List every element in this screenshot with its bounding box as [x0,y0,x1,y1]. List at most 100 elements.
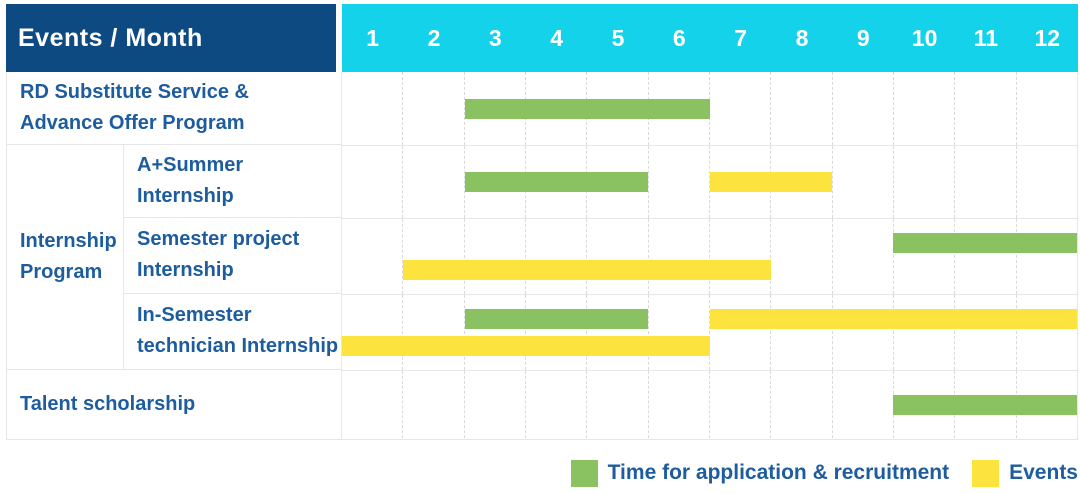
month-cell [402,295,463,370]
month-header-6: 6 [672,24,686,51]
month-cell [647,219,709,294]
month-cell [708,295,770,370]
application-color-swatch [570,459,598,487]
month-header-5: 5 [611,24,625,51]
month-header-12: 12 [1034,24,1061,51]
month-cell [342,219,402,294]
sub-label-column: A+Summer Internship Semester project Int… [124,145,341,369]
month-header-1: 1 [366,24,380,51]
month-header-9: 9 [856,24,870,51]
legend-label-events: Events [1009,461,1078,484]
events-month-header-cell: Events / Month [6,4,336,72]
events-color-swatch [972,459,1000,487]
month-header-2: 2 [427,24,441,51]
header-divider-gap [336,4,342,72]
month-cell [463,219,525,294]
label-column: RD Substitute Service & Advance Offer Pr… [7,72,341,439]
row-label-line: A+Summer [137,153,244,176]
row-label-line: RD Substitute Service & [20,80,249,103]
event-bar [709,172,832,192]
row-label-in-semester-technician: In-Semester technician Internship [124,294,341,369]
month-cell [770,371,831,438]
row-label-line: Semester project [137,228,300,250]
month-cell [1015,146,1077,218]
month-cell [342,371,402,438]
month-cell [831,146,893,218]
month-cell [524,371,586,438]
gantt-grid [341,72,1077,439]
month-cell [1015,72,1077,145]
month-cell [647,295,709,370]
month-cell [342,295,402,370]
month-cell [402,146,463,218]
month-header-10: 10 [911,24,938,51]
gantt-row [342,370,1077,438]
row-label-line: In-Semester [137,304,252,326]
event-bar [342,336,710,356]
event-bar [709,309,1077,329]
gantt-table: Events / Month 1 2 3 4 5 6 7 8 9 10 11 12 RD Substi… [6,4,1078,440]
month-cell [892,295,954,370]
application-bar [464,98,710,119]
month-cell [524,295,586,370]
row-label-rd-substitute: RD Substitute Service & Advance Offer Pr… [7,72,341,145]
row-label-line: technician Internship [137,335,339,357]
month-cell [463,295,525,370]
gantt-row [342,145,1077,218]
month-header-7: 7 [734,24,748,51]
legend-label-application: Time for application & recruitment [607,461,950,484]
month-header-11: 11 [973,24,999,51]
gantt-row [342,72,1077,145]
month-cell [954,72,1015,145]
legend: Time for application & recruitment Event… [570,458,1078,488]
internship-program-band: Internship Program A+Summer Internship S… [7,144,341,370]
month-cell [954,146,1015,218]
table-header-row: Events / Month 1 2 3 4 5 6 7 8 9 10 11 12 [6,4,1078,72]
legend-item-events: Events [972,459,1078,487]
row-label-line: Advance Offer Program [20,111,245,134]
month-cell [586,371,647,438]
month-cell [647,371,709,438]
application-bar [893,394,1077,415]
month-cell [1015,219,1077,294]
month-cell [831,371,893,438]
month-cell [892,146,954,218]
month-cell [831,295,893,370]
month-cell [831,72,893,145]
month-cell [708,146,770,218]
event-bar [403,260,771,280]
row-label-line: Internship [137,184,234,207]
row-label-talent-scholarship: Talent scholarship [7,370,341,440]
application-bar [464,172,649,192]
legend-item-application: Time for application & recruitment [570,459,950,487]
month-cell [463,371,525,438]
month-cell [402,371,463,438]
row-label-a-plus-summer: A+Summer Internship [124,145,341,218]
month-cell [1015,295,1077,370]
row-label-line: Internship [137,259,234,281]
application-bar [893,233,1077,253]
month-cell [892,219,954,294]
month-cell [586,295,647,370]
month-cell [954,295,1015,370]
month-cell [586,219,647,294]
month-cell [463,72,525,145]
month-cell [463,146,525,218]
month-cell [892,72,954,145]
month-cell [342,72,402,145]
table-body: RD Substitute Service & Advance Offer Pr… [6,72,1078,440]
application-bar [464,309,649,329]
group-label-line: Internship [20,229,117,252]
month-cell [402,72,463,145]
month-cell [770,295,831,370]
month-cell [402,219,463,294]
group-label-line: Program [20,260,103,283]
gantt-row [342,294,1077,370]
month-header-cells: 1 2 3 4 5 6 7 8 9 10 11 12 [342,4,1078,72]
month-cell [708,72,770,145]
gantt-row [342,218,1077,294]
month-cell [708,219,770,294]
month-cell [954,219,1015,294]
month-header-4: 4 [550,24,564,51]
